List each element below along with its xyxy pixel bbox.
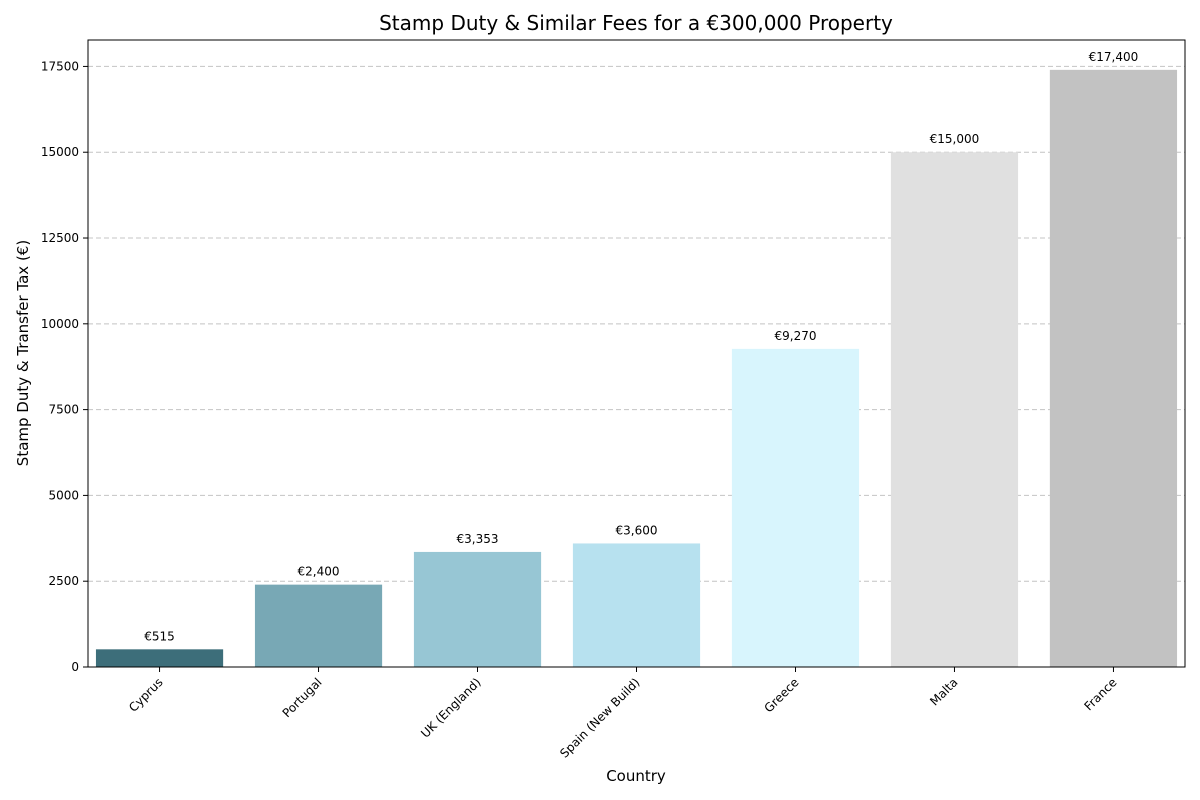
bar-value-label-2: €3,353 [457, 532, 499, 546]
y-tick-label-3: 7500 [48, 403, 79, 417]
y-axis-label: Stamp Duty & Transfer Tax (€) [14, 240, 32, 466]
bar-value-labels: €515 €2,400 €3,353 €3,600 €9,270 €15,000 €17,4… [144, 50, 1138, 643]
bar-value-label-1: €2,400 [298, 565, 340, 579]
y-tick-label-1: 2500 [48, 574, 79, 588]
bar-value-label-6: €17,400 [1089, 50, 1139, 64]
bar-5 [890, 152, 1019, 667]
bar-0 [95, 649, 224, 667]
bar-4 [731, 348, 860, 667]
x-axis-label: Country [606, 767, 666, 785]
x-tick-label-6: France [1081, 675, 1119, 713]
chart-title: Stamp Duty & Similar Fees for a €300,000… [379, 11, 893, 35]
bar-3 [572, 543, 701, 667]
bar-value-label-5: €15,000 [930, 132, 980, 146]
x-tick-label-3: Spain (New Build) [557, 675, 642, 760]
x-axis-ticks: Cyprus Portugal UK (England) Spain (New Bui… [126, 667, 1120, 761]
y-tick-label-5: 12500 [41, 231, 79, 245]
bar-value-label-0: €515 [144, 629, 175, 643]
x-tick-label-1: Portugal [280, 675, 325, 720]
x-tick-label-0: Cyprus [126, 675, 166, 715]
y-axis-ticks: 0 2500 5000 7500 10000 12500 15000 17500 [41, 59, 88, 674]
bar-6 [1049, 69, 1178, 668]
bar-1 [254, 584, 383, 667]
y-tick-label-7: 17500 [41, 59, 79, 73]
bars [95, 69, 1178, 668]
x-tick-label-2: UK (England) [418, 675, 483, 740]
bar-value-label-4: €9,270 [774, 329, 816, 343]
x-tick-label-4: Greece [762, 675, 802, 715]
y-tick-label-2: 5000 [48, 488, 79, 502]
y-tick-label-4: 10000 [41, 317, 79, 331]
y-tick-label-6: 15000 [41, 145, 79, 159]
x-tick-label-5: Malta [927, 675, 960, 708]
bar-value-label-3: €3,600 [616, 523, 658, 537]
bar-2 [413, 551, 542, 667]
y-tick-label-0: 0 [71, 660, 79, 674]
